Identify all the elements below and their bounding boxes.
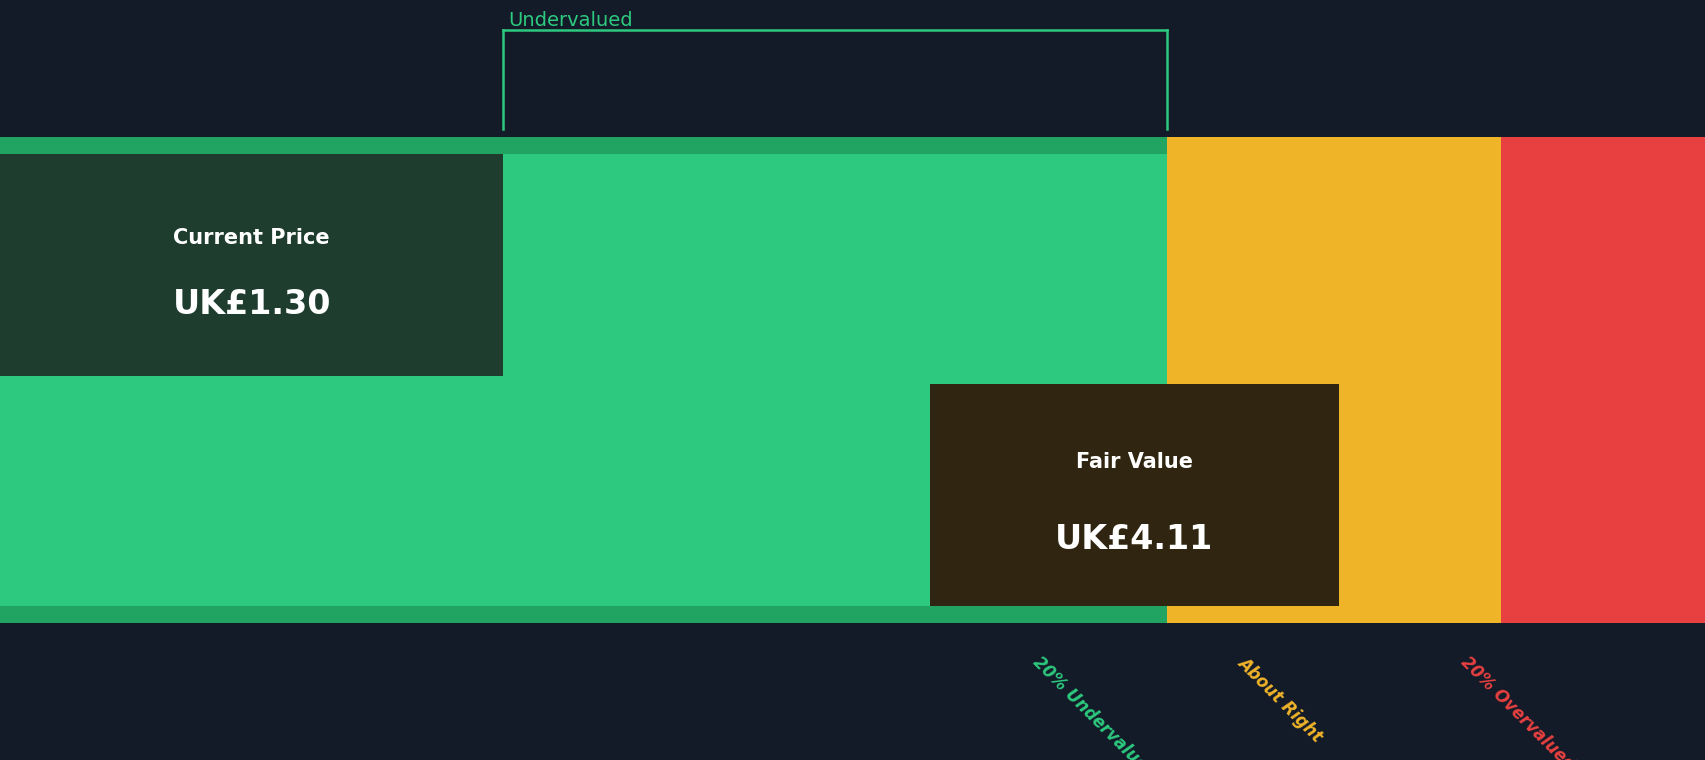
Bar — [1166, 137, 1500, 623]
Bar — [1500, 137, 1705, 623]
Text: 20% Undervalued: 20% Undervalued — [1028, 654, 1158, 760]
Text: Undervalued: Undervalued — [508, 11, 633, 30]
Bar — [0, 154, 503, 376]
Text: About Right: About Right — [1233, 654, 1325, 746]
Bar — [0, 137, 1166, 623]
Text: 20% Overvalued: 20% Overvalued — [1456, 654, 1577, 760]
Bar — [0, 606, 1166, 623]
Text: UK£4.11: UK£4.11 — [1055, 523, 1212, 556]
Text: Fair Value: Fair Value — [1076, 451, 1192, 472]
Text: UK£1.30: UK£1.30 — [172, 289, 331, 321]
Bar — [0, 137, 1166, 154]
Text: Current Price: Current Price — [174, 228, 329, 248]
Bar — [929, 384, 1338, 606]
